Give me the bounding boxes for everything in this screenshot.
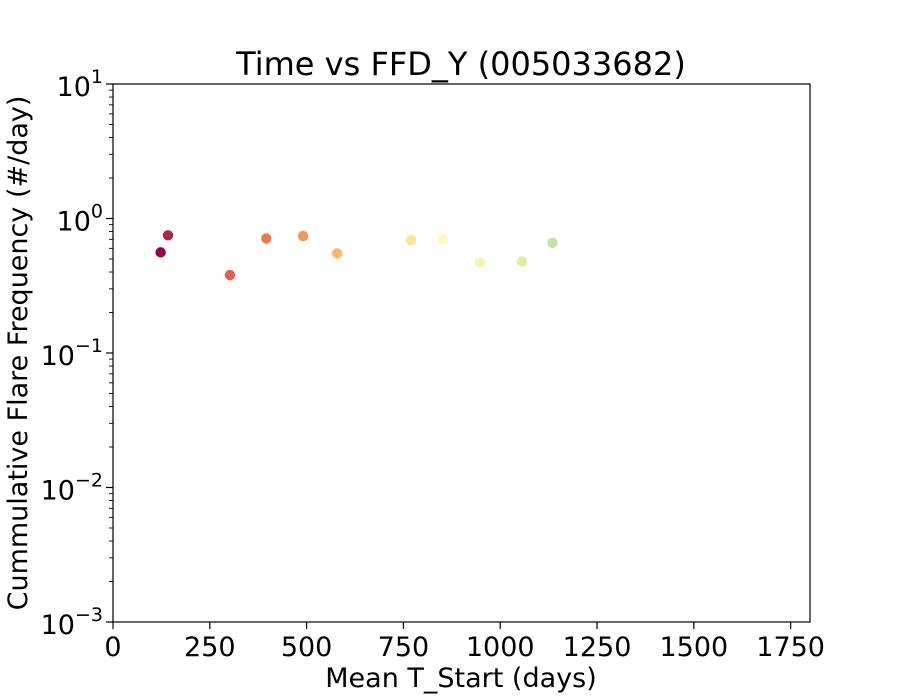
x-tick-label: 0 [104,632,121,663]
x-tick-label: 1500 [659,632,728,663]
y-tick-label: 100 [57,201,103,238]
x-tick-label: 500 [281,632,333,663]
scatter-point [224,269,236,281]
scatter-point [474,257,486,268]
scatter-point [332,248,343,259]
x-tick-label: 1250 [563,632,632,663]
scatter-point [261,233,272,244]
y-tick-label: 10−3 [41,604,103,641]
data-points [155,230,558,281]
x-axis-ticks: 0 250 500 750 1000 1250 1500 1750 [104,622,825,663]
scatter-point [162,230,174,241]
scatter-point [437,234,448,245]
x-axis-label: Mean T_Start (days) [325,663,596,694]
x-tick-label: 1000 [466,632,535,663]
y-axis-ticks: 101 100 10−1 10−2 10−3 [41,66,113,641]
scatter-point [516,256,528,267]
plot-frame [112,83,811,623]
chart-title: Time vs FFD_Y (005033682) [235,45,686,83]
y-tick-label: 101 [57,66,103,103]
plot-area [113,84,810,622]
x-tick-label: 1750 [756,632,825,663]
y-axis-label: Cummulative Flare Frequency (#/day) [3,96,34,611]
scatter-point [155,247,166,258]
y-minor-ticks [109,89,113,582]
y-tick-label: 10−2 [41,470,103,507]
scatter-point [405,234,417,246]
y-tick-label: 10−1 [41,335,103,372]
x-tick-label: 250 [184,632,236,663]
scatter-point [297,230,309,242]
x-tick-label: 750 [378,632,430,663]
scatter-point [547,237,558,248]
